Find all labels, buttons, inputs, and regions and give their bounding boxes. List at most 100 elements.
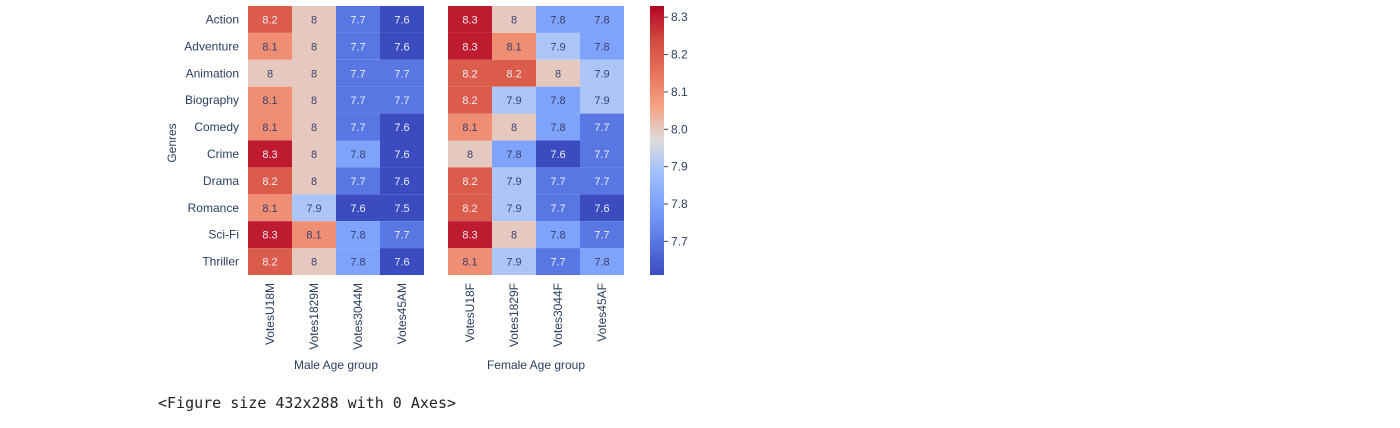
- heatmap-cell: [380, 167, 424, 195]
- heatmap-cell: [336, 6, 380, 33]
- heatmap-cell: [248, 113, 292, 141]
- cell-value-label: 7.7: [594, 230, 609, 242]
- heatmap-cell: [292, 86, 336, 114]
- heatmap-cell: [380, 6, 424, 33]
- heatmap-cell: [248, 86, 292, 114]
- row-label: Adventure: [184, 39, 239, 53]
- heatmap-cell: [536, 140, 580, 168]
- heatmap-cell: [248, 167, 292, 195]
- heatmap-cell: [492, 6, 536, 33]
- cell-value-label: 8: [311, 257, 317, 269]
- colorbar-gradient: [650, 6, 664, 275]
- heatmap-cell: [536, 221, 580, 249]
- heatmap-cell: [580, 248, 624, 275]
- cell-value-label: 8.2: [462, 176, 477, 188]
- heatmap-cell: [292, 59, 336, 87]
- cell-value-label: 7.7: [594, 176, 609, 188]
- row-label: Animation: [186, 66, 239, 80]
- row-label: Action: [206, 12, 239, 26]
- x-axis-label: Male Age group: [294, 358, 378, 372]
- cell-value-label: 7.6: [350, 203, 365, 215]
- cell-value-label: 7.8: [550, 122, 565, 134]
- y-axis-label: Genres: [165, 123, 179, 162]
- cell-value-label: 7.6: [594, 203, 609, 215]
- heatmap-cell: [448, 59, 492, 87]
- heatmap-cell: [492, 167, 536, 195]
- heatmap-cell: [292, 113, 336, 141]
- heatmap-cell: [248, 248, 292, 275]
- cell-value-label: 8: [311, 41, 317, 53]
- cell-value-label: 8.2: [262, 14, 277, 26]
- heatmap-cell: [448, 140, 492, 168]
- cell-value-label: 7.7: [550, 257, 565, 269]
- cell-value-label: 7.6: [394, 149, 409, 161]
- colorbar-tick-label: 7.7: [671, 234, 688, 248]
- cell-value-label: 7.9: [506, 95, 521, 107]
- heatmap-cell: [336, 221, 380, 249]
- heatmap-cell: [248, 140, 292, 168]
- cell-value-label: 8.1: [462, 122, 477, 134]
- heatmap-cell: [248, 221, 292, 249]
- row-label: Comedy: [194, 120, 239, 134]
- heatmap-cell: [292, 221, 336, 249]
- heatmap-cell: [448, 113, 492, 141]
- cell-value-label: 8.3: [462, 41, 477, 53]
- cell-value-label: 8.1: [262, 203, 277, 215]
- cell-value-label: 8.3: [462, 14, 477, 26]
- cell-value-label: 7.8: [506, 149, 521, 161]
- cell-value-label: 7.7: [350, 14, 365, 26]
- heatmap-cell: [336, 113, 380, 141]
- cell-value-label: 7.7: [550, 203, 565, 215]
- heatmap-cell: [536, 248, 580, 275]
- cell-value-label: 7.7: [350, 95, 365, 107]
- cell-value-label: 8: [311, 68, 317, 80]
- heatmap-cell: [536, 167, 580, 195]
- heatmap-cell: [380, 194, 424, 222]
- cell-value-label: 8.1: [262, 41, 277, 53]
- cell-value-label: 8.3: [262, 149, 277, 161]
- heatmap-cell: [336, 59, 380, 87]
- cell-value-label: 7.8: [594, 14, 609, 26]
- column-label: Votes1829M: [307, 283, 321, 350]
- heatmap-cell: [536, 6, 580, 33]
- heatmap-figure: Action Adventure Animation Biography Comedy C…: [165, 6, 688, 372]
- heatmap-cell: [380, 113, 424, 141]
- cell-value-label: 8: [311, 14, 317, 26]
- cell-value-label: 8: [555, 68, 561, 80]
- figure-size-output: <Figure size 432x288 with 0 Axes>: [158, 394, 457, 412]
- heatmap-cell: [536, 113, 580, 141]
- heatmap-cell: [536, 86, 580, 114]
- column-label: VotesU18F: [463, 283, 477, 342]
- cell-value-label: 8.1: [262, 122, 277, 134]
- column-label: Votes3044F: [551, 283, 565, 347]
- cell-value-label: 8: [511, 14, 517, 26]
- heatmap-cell: [536, 32, 580, 60]
- cell-value-label: 8: [311, 149, 317, 161]
- heatmap-cell: [492, 59, 536, 87]
- heatmap-cell: [380, 248, 424, 275]
- row-label: Biography: [185, 93, 239, 107]
- heatmap-cell: [380, 221, 424, 249]
- colorbar-tick-label: 7.9: [671, 160, 688, 174]
- heatmap-cell: [380, 86, 424, 114]
- heatmap-panels: Action Adventure Animation Biography Comedy C…: [184, 6, 624, 372]
- heatmap-cell: [492, 140, 536, 168]
- cell-value-label: 7.7: [350, 176, 365, 188]
- cell-value-label: 8: [511, 230, 517, 242]
- column-label: Votes1829F: [507, 283, 521, 347]
- cell-value-label: 7.8: [594, 257, 609, 269]
- heatmap-cell: [492, 248, 536, 275]
- colorbar: 8.3 8.2 8.1 8.0 7.9 7.8 7.7: [650, 6, 688, 275]
- heatmap-cell: [248, 194, 292, 222]
- heatmap-cell: [336, 140, 380, 168]
- colorbar-tick-label: 8.0: [671, 122, 688, 136]
- cell-value-label: 7.9: [506, 176, 521, 188]
- cell-value-label: 7.9: [594, 95, 609, 107]
- colorbar-tick-label: 7.8: [671, 197, 688, 211]
- heatmap-cell: [336, 86, 380, 114]
- heatmap-cell: [336, 167, 380, 195]
- row-label: Crime: [207, 147, 239, 161]
- heatmap-cell: [292, 140, 336, 168]
- x-axis-label: Female Age group: [487, 358, 585, 372]
- heatmap-cell: [336, 194, 380, 222]
